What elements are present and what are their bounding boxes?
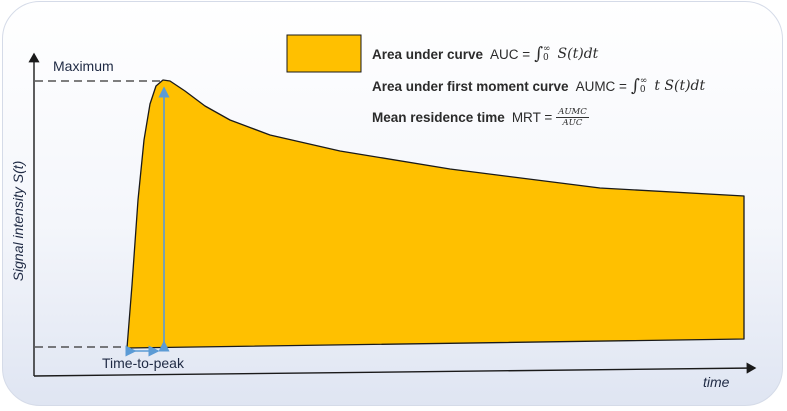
legend-aumc-abbrev: AUMC = — [575, 78, 627, 94]
integral-sign: ∫ ∞ 0 — [534, 44, 551, 64]
legend-auc-abbrev: AUC = — [490, 46, 531, 62]
legend-auc-row: Area under curve AUC = ∫ ∞ 0 S(t)dt — [372, 44, 598, 64]
legend-aumc-title: Area under first moment curve — [372, 78, 569, 94]
mrt-numerator: AUMC — [556, 107, 589, 118]
time-to-peak-label: Time-to-peak — [102, 355, 184, 371]
legend-auc-title: Area under curve — [372, 46, 484, 62]
legend-aumc-row: Area under first moment curve AUMC = ∫ ∞ 0… — [372, 76, 705, 96]
x-axis-label: time — [703, 374, 730, 390]
mrt-fraction: AUMC AUC — [556, 107, 589, 128]
integral-sign: ∫ ∞ 0 — [630, 76, 648, 96]
y-axis-label: Signal intensity S(t) — [10, 160, 26, 282]
x-axis — [33, 362, 757, 377]
area-under-curve-shape — [126, 79, 745, 349]
maximum-label: Maximum — [53, 58, 114, 74]
legend-auc-integrand: S(t)dt — [557, 46, 599, 62]
legend-swatch — [286, 34, 362, 73]
legend-aumc-integrand: t S(t)dt — [654, 78, 706, 94]
legend-mrt-abbrev: MRT = — [511, 110, 553, 125]
mrt-denominator: AUC — [562, 118, 583, 128]
legend-mrt-row: Mean residence time MRT = AUMC AUC — [372, 107, 589, 128]
legend-mrt-title: Mean residence time — [372, 110, 505, 125]
